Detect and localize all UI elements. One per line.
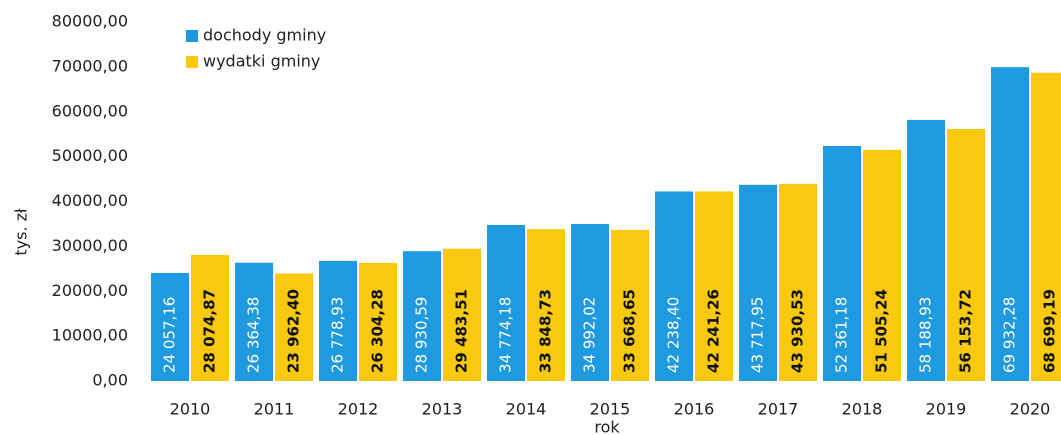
y-tick-label: 10000,00 <box>52 326 128 345</box>
value-label: 56 153,72 <box>957 289 975 373</box>
bar <box>823 146 861 381</box>
bar <box>571 223 609 381</box>
value-label: 34 992,02 <box>581 297 599 373</box>
y-axis-label: tys. zł <box>12 208 31 256</box>
bar <box>611 229 649 381</box>
bar <box>739 184 777 381</box>
bar <box>191 255 229 381</box>
x-tick-label: 2019 <box>926 400 967 419</box>
legend-label: wydatki gminy <box>203 52 320 71</box>
value-label: 42 241,26 <box>705 289 723 373</box>
y-tick-label: 0,00 <box>92 371 128 390</box>
value-label: 28 074,87 <box>201 289 219 373</box>
value-label: 51 505,24 <box>873 289 891 373</box>
bar <box>655 191 693 381</box>
x-tick-label: 2014 <box>506 400 547 419</box>
bar <box>275 273 313 381</box>
value-label: 43 930,53 <box>789 289 807 373</box>
legend-swatch <box>186 56 198 68</box>
y-tick-label: 20000,00 <box>52 281 128 300</box>
x-tick-label: 2018 <box>842 400 883 419</box>
bar <box>443 248 481 381</box>
value-label: 26 304,28 <box>369 289 387 373</box>
bar <box>863 149 901 381</box>
value-label: 42 238,40 <box>665 297 683 373</box>
y-tick-label: 30000,00 <box>52 236 128 255</box>
bar <box>1031 72 1061 381</box>
value-label: 26 778,93 <box>329 297 347 373</box>
bar <box>235 262 273 381</box>
value-label: 58 188,93 <box>917 297 935 373</box>
bar <box>907 119 945 382</box>
value-label: 34 774,18 <box>497 297 515 373</box>
legend-swatch <box>186 30 198 42</box>
y-tick-label: 60000,00 <box>52 101 128 120</box>
value-label: 68 699,19 <box>1041 289 1059 373</box>
bar <box>947 129 985 381</box>
x-tick-label: 2020 <box>1010 400 1051 419</box>
value-label: 23 962,40 <box>285 289 303 373</box>
x-tick-label: 2015 <box>590 400 631 419</box>
value-label: 69 932,28 <box>1001 297 1019 373</box>
y-tick-label: 80000,00 <box>52 12 128 31</box>
value-label: 28 930,59 <box>413 297 431 373</box>
x-tick-label: 2012 <box>338 400 379 419</box>
value-label: 52 361,18 <box>833 297 851 373</box>
value-label: 24 057,16 <box>161 297 179 373</box>
bar <box>151 273 189 381</box>
value-label: 33 668,65 <box>621 289 639 373</box>
bar <box>779 183 817 381</box>
legend-label: dochody gminy <box>203 26 326 45</box>
x-tick-label: 2013 <box>422 400 463 419</box>
bar <box>403 251 441 381</box>
value-label: 33 848,73 <box>537 289 555 373</box>
y-tick-label: 40000,00 <box>52 191 128 210</box>
value-label: 43 717,95 <box>749 297 767 373</box>
x-tick-label: 2017 <box>758 400 799 419</box>
value-label: 29 483,51 <box>453 289 471 373</box>
bar <box>487 224 525 381</box>
bar <box>695 191 733 381</box>
bar <box>527 229 565 381</box>
x-tick-label: 2011 <box>254 400 295 419</box>
y-tick-label: 70000,00 <box>52 56 128 75</box>
bar <box>359 262 397 381</box>
x-axis-label: rok <box>594 418 620 435</box>
bar <box>991 67 1029 381</box>
bar <box>319 260 357 381</box>
value-label: 26 364,38 <box>245 297 263 373</box>
y-tick-label: 50000,00 <box>52 146 128 165</box>
x-tick-label: 2010 <box>170 400 211 419</box>
x-tick-label: 2016 <box>674 400 715 419</box>
